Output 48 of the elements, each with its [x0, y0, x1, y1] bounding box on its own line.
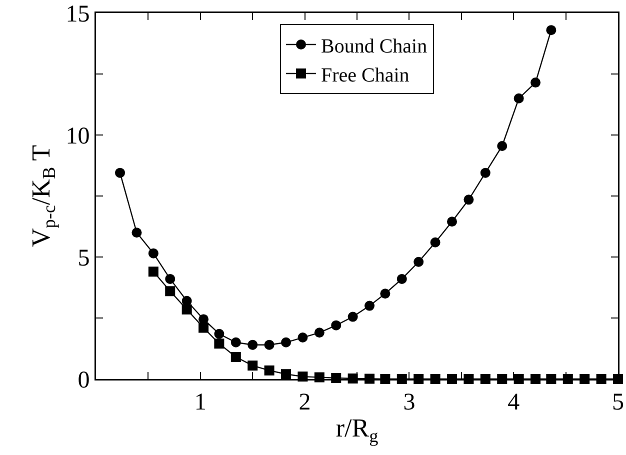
point [331, 320, 342, 330]
y-tick-label: 10 [66, 123, 90, 150]
x-tick-label: 4 [508, 389, 520, 416]
point [214, 338, 224, 349]
point [348, 312, 358, 322]
x-tick-label: 5 [612, 389, 624, 416]
x-axis-title: r/R$_{g}$ [336, 414, 378, 446]
point [364, 300, 375, 311]
point [497, 140, 508, 151]
point [214, 328, 224, 339]
point [414, 256, 424, 267]
point [230, 352, 241, 362]
point [281, 369, 292, 380]
point [148, 248, 158, 258]
point [298, 332, 308, 343]
point [165, 286, 176, 296]
point [248, 340, 258, 350]
point [546, 25, 556, 36]
point [264, 365, 274, 376]
point [447, 216, 457, 227]
point [430, 237, 440, 248]
y-tick-label: 5 [78, 245, 90, 272]
legend-label: Free Chain [321, 64, 410, 86]
y-tick-label: 0 [78, 367, 90, 394]
point [148, 266, 158, 277]
point [198, 322, 209, 333]
point [198, 314, 209, 324]
point [530, 78, 541, 88]
point [380, 288, 390, 299]
point [514, 93, 524, 104]
point [182, 304, 192, 314]
point [264, 340, 274, 350]
point [464, 194, 474, 205]
point [480, 168, 490, 178]
point [281, 337, 292, 348]
point [182, 296, 192, 306]
point [115, 168, 126, 178]
point [230, 337, 241, 348]
point [248, 360, 258, 371]
point [132, 228, 142, 238]
legend-label: Bound Chain [321, 35, 428, 58]
x-tick-label: 1 [194, 389, 206, 416]
x-tick-label: 3 [403, 389, 416, 416]
y-tick-label: 15 [66, 1, 90, 28]
x-tick-label: 2 [298, 389, 311, 416]
point [314, 328, 324, 338]
point [165, 274, 176, 284]
point [396, 274, 407, 284]
